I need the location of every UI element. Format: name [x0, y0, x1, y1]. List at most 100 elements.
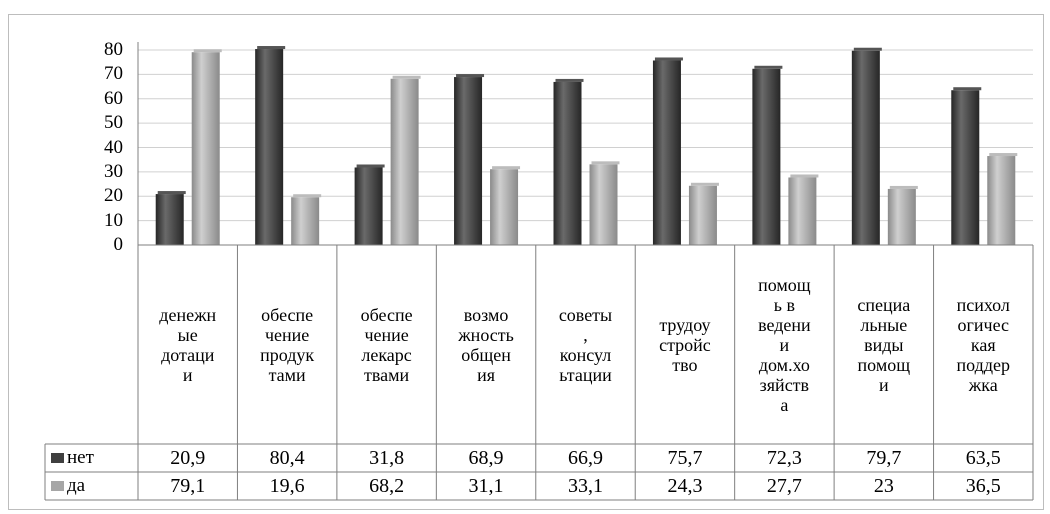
y-tick-label: 30: [104, 160, 123, 182]
category-label-line: психол: [956, 294, 1010, 315]
data-table-value: 24,3: [667, 474, 703, 497]
category-label-line: дотаци: [161, 344, 215, 365]
bar-top: [555, 78, 584, 82]
category-label-line: тами: [268, 364, 306, 385]
bar-top: [953, 87, 982, 91]
legend-swatch: [51, 453, 64, 463]
bar-top: [690, 182, 719, 186]
y-tick-label: 60: [104, 87, 123, 109]
y-tick-label: 20: [104, 185, 123, 207]
data-table-value: 66,9: [567, 446, 603, 469]
bar-top: [654, 57, 683, 61]
y-tick-label: 50: [104, 112, 123, 134]
bar-top: [492, 166, 521, 170]
category-label-line: ,: [583, 324, 588, 345]
y-tick-label: 0: [113, 234, 124, 255]
data-table-value: 27,7: [766, 474, 802, 497]
category-label: возмо жность общен ия: [436, 245, 535, 444]
data-table-value: 23: [873, 474, 894, 497]
category-label-line: и: [879, 374, 889, 395]
category-label-line: а: [780, 394, 789, 415]
legend-label: нет: [67, 447, 94, 468]
category-label-line: стройс: [659, 334, 711, 355]
bar-da: [191, 52, 220, 245]
y-tick-label: 70: [104, 63, 123, 85]
bar-net: [652, 60, 681, 246]
legend-label: да: [67, 475, 86, 496]
category-label-line: трудоу: [659, 314, 711, 335]
bar-top: [989, 153, 1018, 157]
bar-top: [356, 164, 385, 168]
bar-net: [454, 77, 483, 246]
bar-da: [490, 169, 519, 245]
category-label-line: денежн: [159, 304, 217, 325]
data-table-value: 72,3: [766, 446, 802, 469]
bar-da: [589, 164, 618, 245]
data-table-value: 80,4: [269, 446, 305, 469]
data-table-value: 33,1: [567, 474, 603, 497]
bar-da: [987, 156, 1016, 245]
category-label: помощ ь в ведени и дом.хо зяйств а: [735, 245, 834, 444]
data-table-value: 68,2: [369, 474, 405, 497]
category-label-line: и: [182, 364, 193, 385]
category-label: специа льные виды помощ и: [834, 245, 933, 444]
bar-top: [293, 194, 322, 198]
category-label-line: зяйств: [759, 374, 810, 395]
bar-top: [157, 191, 186, 195]
legend-swatch: [51, 481, 64, 491]
bar-net: [354, 167, 383, 245]
bar-top: [591, 161, 620, 165]
bar-da: [887, 188, 916, 245]
bar-top: [790, 174, 819, 178]
data-table-value: 79,1: [170, 474, 206, 497]
category-label-line: обеспе: [360, 304, 413, 325]
category-label-line: огичес: [957, 314, 1010, 335]
y-tick-label: 10: [104, 209, 123, 231]
category-label-line: виды: [864, 334, 904, 355]
category-label-line: ия: [477, 364, 495, 385]
data-table-value: 19,6: [269, 474, 305, 497]
category-label-line: общен: [461, 344, 511, 365]
bar-da: [688, 185, 717, 245]
bar-net: [951, 90, 980, 245]
bar-top: [889, 185, 918, 189]
category-label-line: ьтации: [559, 364, 612, 385]
y-tick-label: 80: [104, 39, 123, 60]
category-label-line: кая: [970, 334, 996, 355]
category-label-line: чение: [265, 324, 310, 345]
category-label: советы, консул ьтации: [536, 245, 635, 444]
category-label-line: дом.хо: [758, 354, 810, 375]
category-label-line: твами: [364, 364, 410, 385]
category-label: трудоу стройс тво: [635, 245, 734, 444]
category-label: обеспе чение лекарс твами: [337, 245, 436, 444]
legend-net: нет: [45, 444, 138, 472]
bar-top: [853, 47, 882, 51]
bar-da: [390, 78, 419, 245]
category-label-line: жка: [968, 374, 998, 395]
bar-top: [754, 65, 783, 69]
category-label-line: жность: [458, 324, 514, 345]
data-table-value: 75,7: [667, 446, 703, 469]
category-label-line: льные: [860, 314, 908, 335]
bar-da: [788, 177, 817, 245]
category-label-line: поддер: [956, 354, 1010, 375]
legend-da: да: [45, 472, 138, 500]
category-label-line: консул: [559, 344, 612, 365]
category-label-line: чение: [364, 324, 409, 345]
category-label-line: помощ: [758, 274, 811, 295]
bar-net: [752, 68, 781, 245]
category-label-line: обеспе: [261, 304, 314, 325]
y-tick-label: 40: [104, 136, 123, 158]
data-table-value: 31,1: [468, 474, 504, 497]
category-label: денежн ые дотаци и: [138, 245, 237, 444]
bar-top: [193, 49, 222, 53]
category-label-line: возмо: [463, 304, 509, 325]
bar-net: [155, 194, 184, 245]
category-label-line: советы: [558, 304, 613, 325]
data-table-value: 79,7: [866, 446, 902, 469]
data-table-value: 63,5: [965, 446, 1001, 469]
category-label-line: ведени: [758, 314, 811, 335]
data-table-value: 36,5: [965, 474, 1001, 497]
data-table-value: 20,9: [170, 446, 206, 469]
